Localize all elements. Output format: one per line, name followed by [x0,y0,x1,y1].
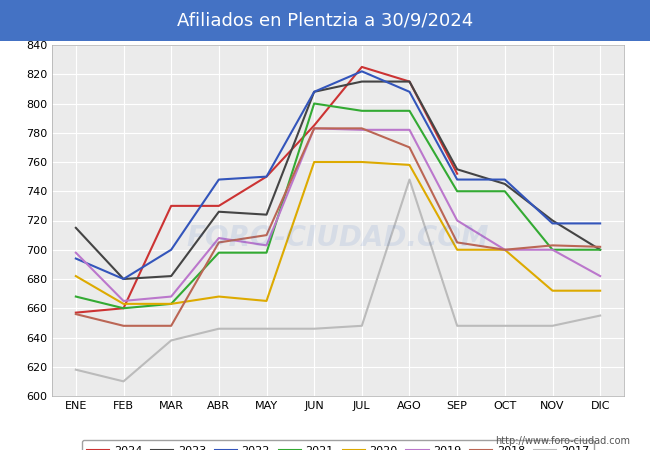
Legend: 2024, 2023, 2022, 2021, 2020, 2019, 2018, 2017: 2024, 2023, 2022, 2021, 2020, 2019, 2018… [81,440,595,450]
Text: Afiliados en Plentzia a 30/9/2024: Afiliados en Plentzia a 30/9/2024 [177,11,473,29]
Text: http://www.foro-ciudad.com: http://www.foro-ciudad.com [495,436,630,446]
Text: FORO-CIUDAD.COM: FORO-CIUDAD.COM [187,224,489,252]
